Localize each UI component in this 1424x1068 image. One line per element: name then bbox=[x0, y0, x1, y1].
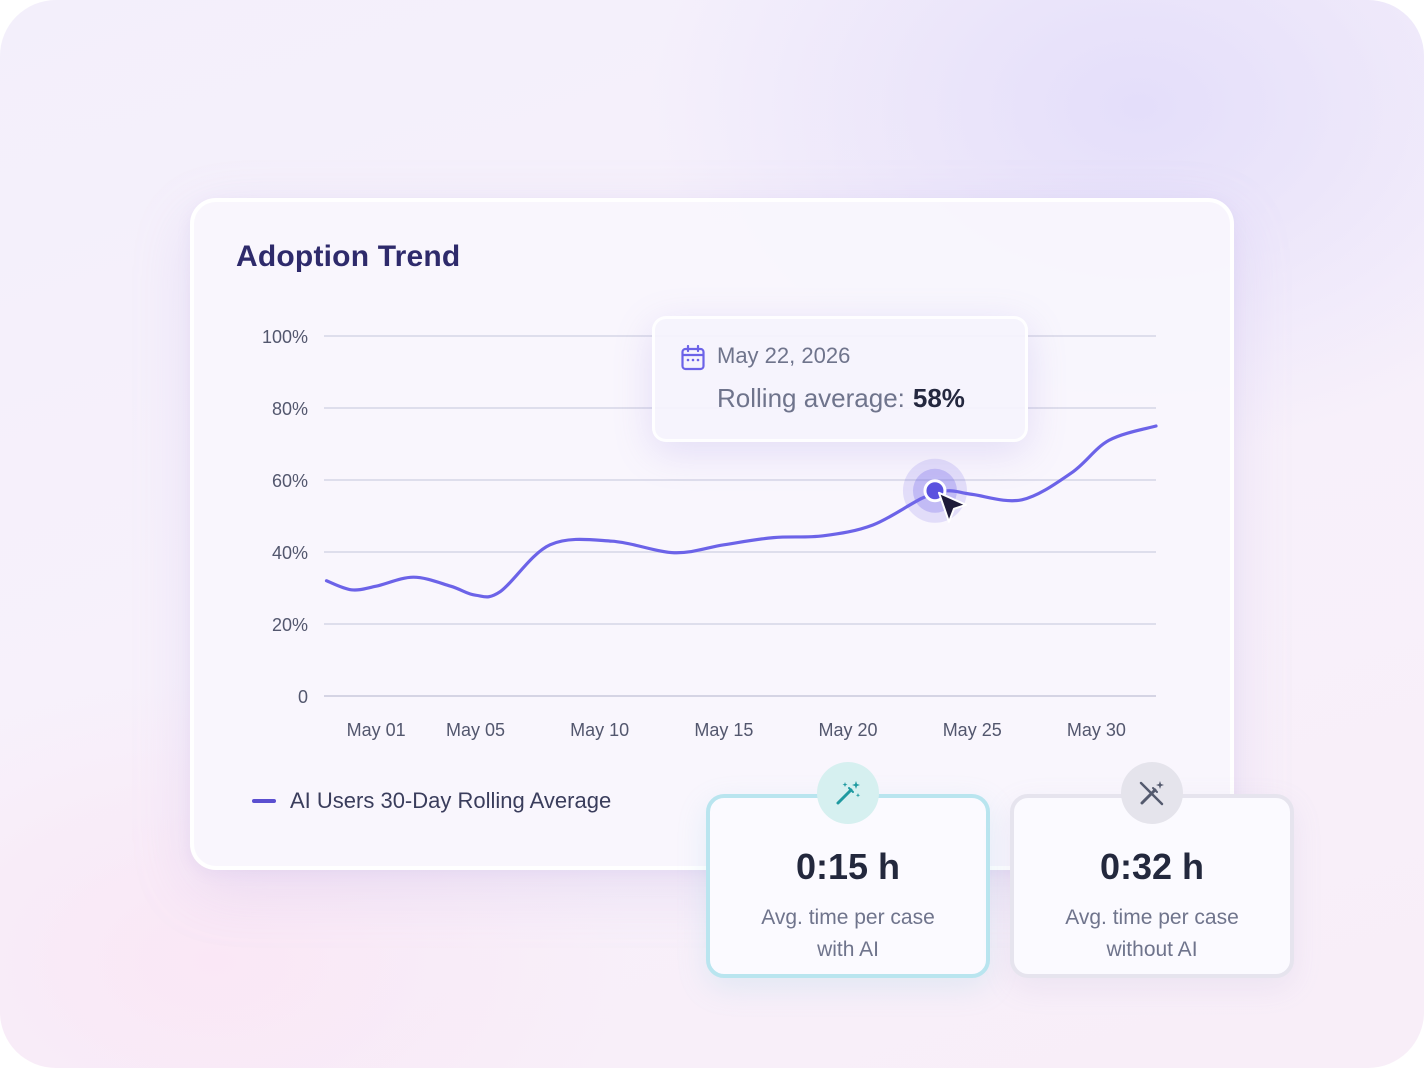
legend-swatch bbox=[252, 799, 276, 803]
y-tick-label: 0 bbox=[298, 687, 308, 707]
x-tick-label: May 15 bbox=[694, 720, 753, 740]
stat-label-without-ai: Avg. time per case without AI bbox=[1034, 902, 1270, 966]
legend-label: AI Users 30-Day Rolling Average bbox=[290, 788, 612, 813]
tooltip-value-row: Rolling average: 58% bbox=[717, 383, 965, 414]
x-tick-label: May 30 bbox=[1067, 720, 1126, 740]
x-tick-label: May 05 bbox=[446, 720, 505, 740]
y-tick-label: 80% bbox=[272, 399, 308, 419]
y-tick-label: 20% bbox=[272, 615, 308, 635]
stat-value-with-ai: 0:15 h bbox=[795, 846, 901, 887]
y-tick-label: 40% bbox=[272, 543, 308, 563]
stat-label-with-ai: Avg. time per case with AI bbox=[730, 902, 966, 966]
calendar-icon bbox=[681, 345, 705, 371]
chart-title: Adoption Trend bbox=[236, 240, 461, 273]
tooltip-label: Rolling average: bbox=[717, 383, 905, 413]
x-tick-label: May 10 bbox=[570, 720, 629, 740]
tooltip-date: May 22, 2026 bbox=[717, 343, 851, 368]
stat-label-line1: Avg. time per case bbox=[761, 906, 935, 929]
series-line-ai-users bbox=[324, 424, 1158, 599]
stat-value-without-ai: 0:32 h bbox=[1099, 846, 1205, 887]
y-tick-label: 100% bbox=[262, 327, 308, 347]
stat-label-line2: with AI bbox=[817, 938, 879, 961]
adoption-trend-card bbox=[190, 198, 1234, 870]
x-tick-label: May 01 bbox=[347, 720, 406, 740]
y-tick-label: 60% bbox=[272, 471, 308, 491]
chart-tooltip: May 22, 2026 Rolling average: 58% bbox=[652, 316, 1028, 442]
magic-wand-off-icon bbox=[1121, 762, 1183, 824]
magic-wand-icon bbox=[817, 762, 879, 824]
stat-card-with-ai: 0:15 h Avg. time per case with AI bbox=[706, 794, 990, 978]
x-tick-label: May 20 bbox=[819, 720, 878, 740]
stat-label-line1: Avg. time per case bbox=[1065, 906, 1239, 929]
tooltip-value: 58% bbox=[912, 383, 965, 413]
stat-label-line2: without AI bbox=[1106, 938, 1198, 961]
chart-legend: AI Users 30-Day Rolling Average bbox=[252, 786, 611, 816]
x-tick-label: May 25 bbox=[943, 720, 1002, 740]
mouse-cursor-icon bbox=[937, 491, 967, 523]
